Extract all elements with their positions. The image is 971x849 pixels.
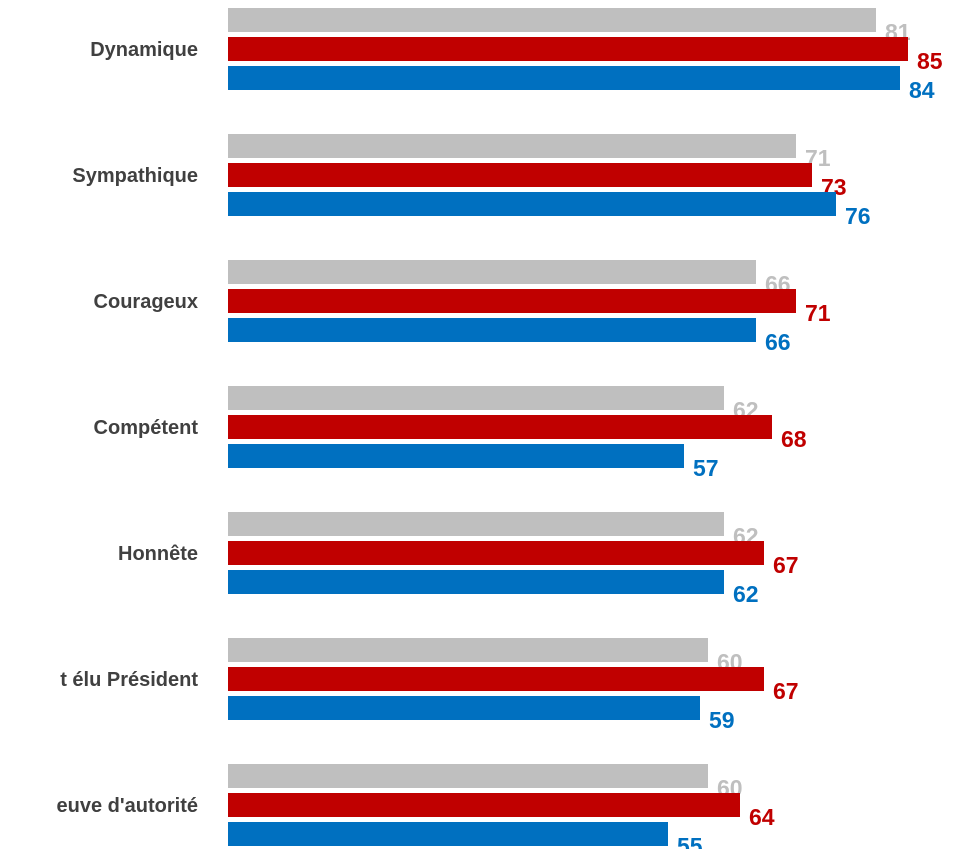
- bar: [228, 822, 668, 846]
- bar: [228, 37, 908, 61]
- value-label: 64: [749, 804, 775, 830]
- bar: [228, 696, 700, 720]
- bar: [228, 192, 836, 216]
- bar: [228, 318, 756, 342]
- value-label: 68: [781, 426, 807, 452]
- bar: [228, 444, 684, 468]
- bar: [228, 289, 796, 313]
- bar: [228, 386, 724, 410]
- category-label: Courageux: [94, 291, 198, 313]
- bar: [228, 8, 876, 32]
- value-label: 55: [677, 833, 703, 849]
- value-label: 62: [733, 581, 759, 607]
- value-label: 67: [773, 552, 799, 578]
- value-label: 57: [693, 455, 719, 481]
- bar: [228, 415, 772, 439]
- category-label: Honnête: [118, 543, 198, 565]
- value-label: 85: [917, 48, 943, 74]
- bar: [228, 793, 740, 817]
- value-label: 66: [765, 329, 791, 355]
- bar: [228, 570, 724, 594]
- bar: [228, 638, 708, 662]
- bar: [228, 66, 900, 90]
- value-label: 76: [845, 203, 871, 229]
- bar: [228, 512, 724, 536]
- category-label: t élu Président: [60, 669, 198, 691]
- category-label: euve d'autorité: [57, 795, 198, 817]
- bar: [228, 163, 812, 187]
- category-label: Compétent: [94, 417, 199, 439]
- value-label: 67: [773, 678, 799, 704]
- bar: [228, 667, 764, 691]
- bar: [228, 764, 708, 788]
- value-label: 71: [805, 300, 831, 326]
- value-label: 84: [909, 77, 935, 103]
- bar: [228, 134, 796, 158]
- category-label: Sympathique: [72, 165, 198, 187]
- bar: [228, 541, 764, 565]
- category-label: Dynamique: [90, 39, 198, 61]
- value-label: 59: [709, 707, 735, 733]
- bar: [228, 260, 756, 284]
